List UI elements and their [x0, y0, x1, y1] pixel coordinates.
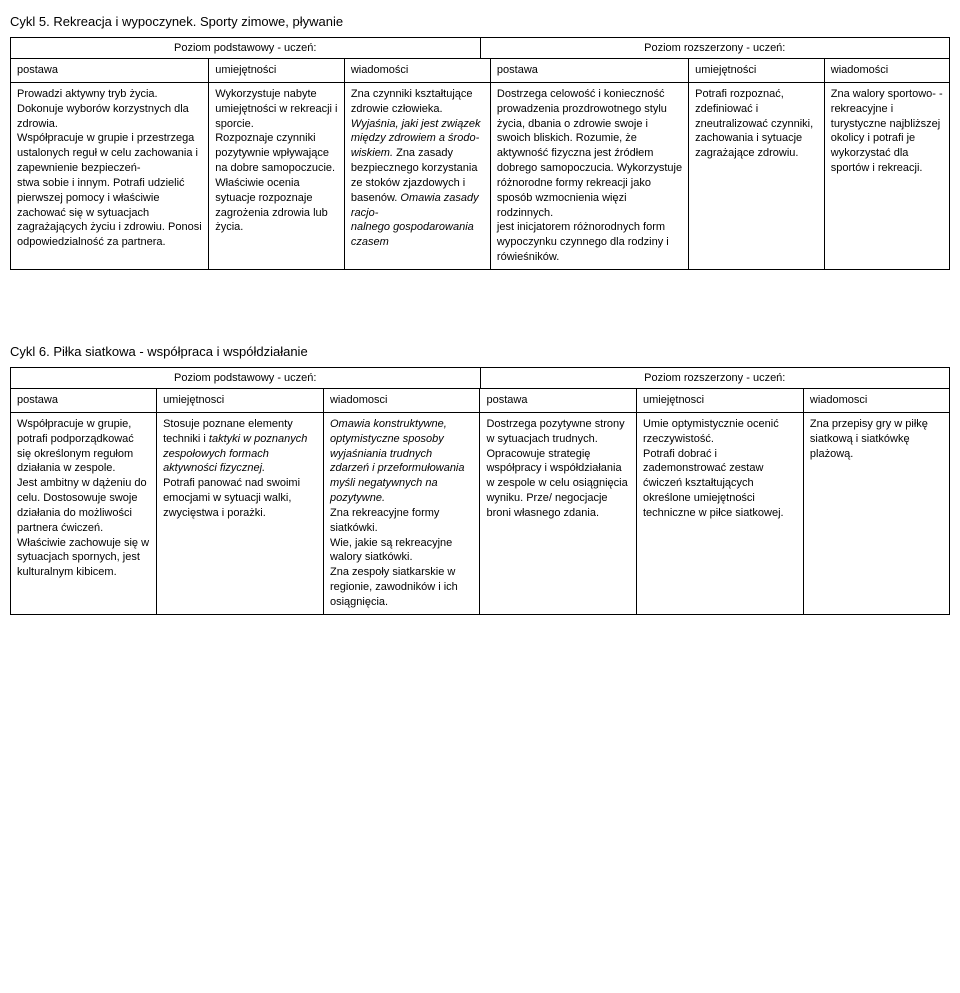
cycle5-c5: Potrafi rozpoznać, zdefiniować i zneutra…	[689, 82, 825, 269]
cycle5-c3-p1: Zna czynniki kształtujące zdrowie człowi…	[351, 88, 473, 115]
cycle6-c3-i1: Omawia konstruktywne, optymistyczne spos…	[330, 418, 465, 504]
cycle5-h5: umiejętności	[689, 59, 825, 83]
cycle6-title: Cykl 6. Piłka siatkowa - współpraca i ws…	[10, 344, 950, 359]
cycle5-level-ext: Poziom rozszerzony - uczeń:	[481, 38, 950, 58]
cycle6-c5: Umie optymistycznie ocenić rzeczywistość…	[636, 412, 803, 614]
cycle5-h2: umiejętności	[209, 59, 345, 83]
cycle6-level-basic: Poziom podstawowy - uczeń:	[11, 368, 481, 388]
cycle5-c4: Dostrzega celowość i konieczność prowadz…	[490, 82, 688, 269]
cycle6-level-ext: Poziom rozszerzony - uczeń:	[481, 368, 950, 388]
cycle6-c2: Stosuje poznane elementy techniki i takt…	[157, 412, 324, 614]
cycle6-c2-p2: Potrafi panować nad swoimi emocjami w sy…	[163, 477, 300, 519]
cycle6-h3: wiadomosci	[323, 388, 480, 412]
cycle6-c3-p: Zna rekreacyjne formy siatkówki.Wie, jak…	[330, 507, 458, 608]
cycle5-h4: postawa	[490, 59, 688, 83]
cycle6-h6: wiadomosci	[803, 388, 949, 412]
cycle6-header-row: postawa umiejętnosci wiadomosci postawa …	[11, 388, 950, 412]
cycle5-c1: Prowadzi aktywny tryb życia.Dokonuje wyb…	[11, 82, 209, 269]
cycle6-c4: Dostrzega pozytywne strony w sytuacjach …	[480, 412, 637, 614]
cycle5-header-row: postawa umiejętności wiadomości postawa …	[11, 59, 950, 83]
cycle5-data-row: Prowadzi aktywny tryb życia.Dokonuje wyb…	[11, 82, 950, 269]
cycle5-level-basic: Poziom podstawowy - uczeń:	[11, 38, 481, 58]
cycle5-c6: Zna walory sportowo- -rekreacyjne i tury…	[824, 82, 949, 269]
cycle5-h1: postawa	[11, 59, 209, 83]
cycle6-h1: postawa	[11, 388, 157, 412]
cycle5-c3: Zna czynniki kształtujące zdrowie człowi…	[344, 82, 490, 269]
cycle6-table: postawa umiejętnosci wiadomosci postawa …	[10, 388, 950, 615]
cycle6-c6: Zna przepisy gry w piłkę siatkową i siat…	[803, 412, 949, 614]
cycle6-data-row: Współpracuje w grupie, potrafi podporząd…	[11, 412, 950, 614]
cycle5-table: postawa umiejętności wiadomości postawa …	[10, 58, 950, 270]
cycle6-h4: postawa	[480, 388, 637, 412]
cycle5-title: Cykl 5. Rekreacja i wypoczynek. Sporty z…	[10, 14, 950, 29]
cycle5-level-row: Poziom podstawowy - uczeń: Poziom rozsze…	[10, 37, 950, 58]
cycle5-c2: Wykorzystuje nabyte umiejętności w rekre…	[209, 82, 345, 269]
cycle5-h3: wiadomości	[344, 59, 490, 83]
cycle6-level-row: Poziom podstawowy - uczeń: Poziom rozsze…	[10, 367, 950, 388]
cycle6-h5: umiejętnosci	[636, 388, 803, 412]
cycle6-c3: Omawia konstruktywne, optymistyczne spos…	[323, 412, 480, 614]
cycle6-h2: umiejętnosci	[157, 388, 324, 412]
cycle6-c1: Współpracuje w grupie, potrafi podporząd…	[11, 412, 157, 614]
cycle5-h6: wiadomości	[824, 59, 949, 83]
